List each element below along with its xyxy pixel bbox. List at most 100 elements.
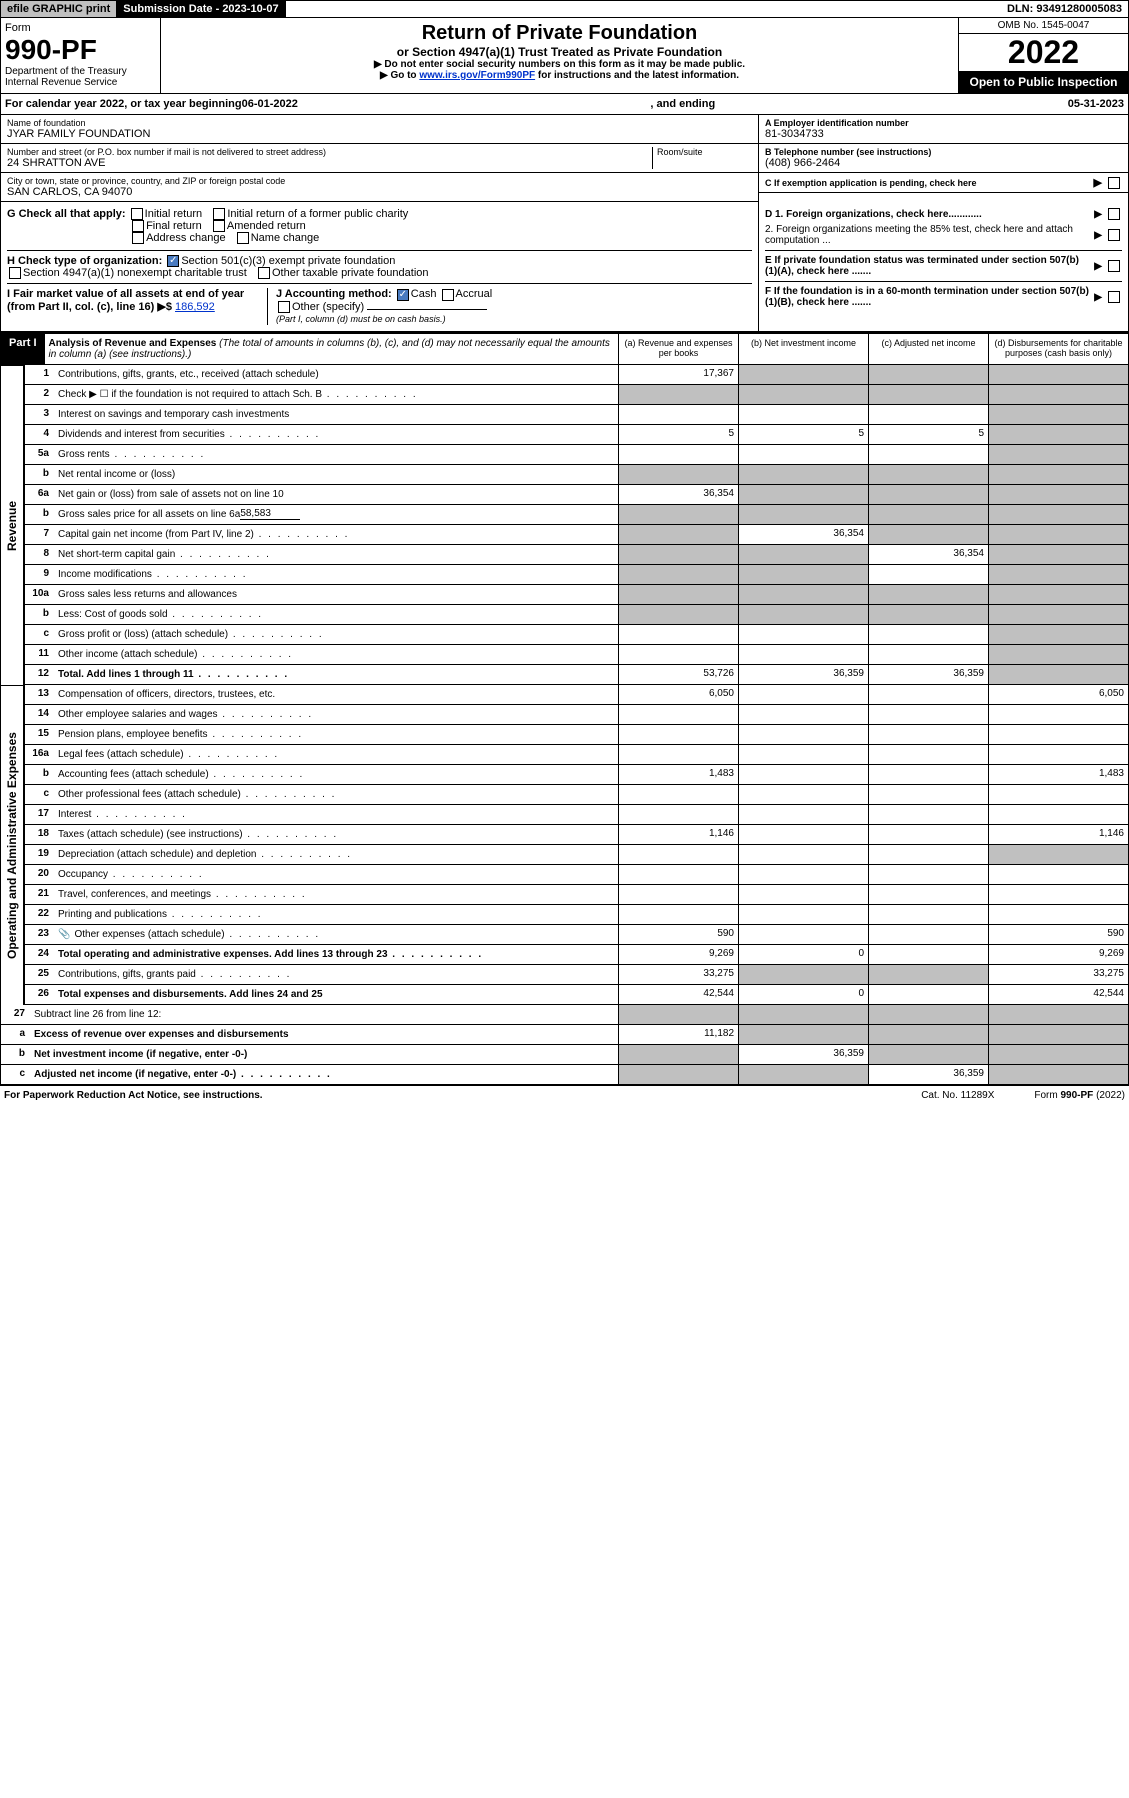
g-name-checkbox[interactable] — [237, 232, 249, 244]
cell-a: 1,146 — [618, 825, 738, 844]
col-d-header: (d) Disbursements for charitable purpose… — [988, 334, 1128, 364]
irs-link[interactable]: www.irs.gov/Form990PF — [419, 70, 535, 81]
line-number: 9 — [25, 565, 55, 584]
line-number: b — [25, 505, 55, 524]
cell-a — [618, 865, 738, 884]
instruction-2: ▶ Go to www.irs.gov/Form990PF for instru… — [165, 70, 954, 81]
d2-checkbox[interactable] — [1108, 229, 1120, 241]
h-other-checkbox[interactable] — [258, 267, 270, 279]
cell-c — [868, 905, 988, 924]
cell-c — [868, 845, 988, 864]
j-accrual-checkbox[interactable] — [442, 289, 454, 301]
g-final-checkbox[interactable] — [132, 220, 144, 232]
line-number: b — [25, 765, 55, 784]
j-cash-checkbox[interactable] — [397, 289, 409, 301]
line-number: 20 — [25, 865, 55, 884]
cell-b — [738, 685, 868, 704]
cell-a: 33,275 — [618, 965, 738, 984]
tax-year: 2022 — [959, 34, 1128, 71]
name-label: Name of foundation — [7, 118, 752, 128]
cell-c — [868, 645, 988, 664]
pra-notice: For Paperwork Reduction Act Notice, see … — [4, 1090, 921, 1101]
c-checkbox[interactable] — [1108, 177, 1120, 189]
cell-c — [868, 445, 988, 464]
efile-print-button[interactable]: efile GRAPHIC print — [1, 1, 117, 17]
cell-b — [738, 925, 868, 944]
cell-d — [988, 805, 1128, 824]
g-initial-former-checkbox[interactable] — [213, 208, 225, 220]
cell-c — [868, 745, 988, 764]
table-row: a Excess of revenue over expenses and di… — [0, 1025, 1129, 1045]
cell-c — [868, 685, 988, 704]
line-description: Taxes (attach schedule) (see instruction… — [55, 825, 618, 844]
table-row: 8 Net short-term capital gain 36,354 — [24, 545, 1129, 565]
cell-c — [868, 505, 988, 524]
cell-b: 36,354 — [738, 525, 868, 544]
cell-b — [738, 865, 868, 884]
attachment-icon[interactable]: 📎 — [58, 929, 70, 940]
line-description: Contributions, gifts, grants, etc., rece… — [55, 365, 618, 384]
table-row: 7 Capital gain net income (from Part IV,… — [24, 525, 1129, 545]
line-description: Gross sales price for all assets on line… — [55, 505, 618, 524]
h-501c3-checkbox[interactable] — [167, 255, 179, 267]
line-number: 5a — [25, 445, 55, 464]
g-address-checkbox[interactable] — [132, 232, 144, 244]
line-number: 18 — [25, 825, 55, 844]
g-label: G Check all that apply: — [7, 208, 126, 220]
cell-d — [988, 645, 1128, 664]
phone-value: (408) 966-2464 — [765, 157, 1122, 169]
cat-number: Cat. No. 11289X — [921, 1090, 994, 1101]
h-4947-checkbox[interactable] — [9, 267, 21, 279]
cell-d — [988, 1065, 1128, 1084]
fmv-value[interactable]: 186,592 — [175, 301, 215, 313]
part1-header-row: Part I Analysis of Revenue and Expenses … — [0, 332, 1129, 365]
g-amended-checkbox[interactable] — [213, 220, 225, 232]
line-description: Printing and publications — [55, 905, 618, 924]
table-row: c Gross profit or (loss) (attach schedul… — [24, 625, 1129, 645]
cell-a — [618, 585, 738, 604]
line-number: 7 — [25, 525, 55, 544]
cell-d — [988, 745, 1128, 764]
cell-d — [988, 905, 1128, 924]
cell-d — [988, 1005, 1128, 1024]
table-row: 16a Legal fees (attach schedule) — [24, 745, 1129, 765]
cell-a — [618, 445, 738, 464]
ein-label: A Employer identification number — [765, 118, 1122, 128]
cell-a — [618, 1005, 738, 1024]
instruction-1: ▶ Do not enter social security numbers o… — [165, 59, 954, 70]
cell-d — [988, 565, 1128, 584]
table-row: 24 Total operating and administrative ex… — [24, 945, 1129, 965]
table-row: b Net investment income (if negative, en… — [0, 1045, 1129, 1065]
cell-c — [868, 725, 988, 744]
part1-title: Analysis of Revenue and Expenses — [49, 338, 217, 349]
f-checkbox[interactable] — [1108, 291, 1120, 303]
expenses-side-label: Operating and Administrative Expenses — [0, 685, 24, 1005]
line-description: Net gain or (loss) from sale of assets n… — [55, 485, 618, 504]
line-description: Excess of revenue over expenses and disb… — [31, 1025, 618, 1044]
cell-a — [618, 465, 738, 484]
line-description: Depreciation (attach schedule) and deple… — [55, 845, 618, 864]
c-label: C If exemption application is pending, c… — [765, 178, 1090, 188]
table-row: b Net rental income or (loss) — [24, 465, 1129, 485]
g-initial-checkbox[interactable] — [131, 208, 143, 220]
cell-d — [988, 705, 1128, 724]
cell-a: 53,726 — [618, 665, 738, 684]
inline-value: 58,583 — [240, 508, 300, 520]
cell-c — [868, 365, 988, 384]
dept-treasury: Department of the Treasury — [5, 66, 156, 77]
cell-a — [618, 525, 738, 544]
table-row: 4 Dividends and interest from securities… — [24, 425, 1129, 445]
j-other-checkbox[interactable] — [278, 301, 290, 313]
e-checkbox[interactable] — [1108, 260, 1120, 272]
d1-checkbox[interactable] — [1108, 208, 1120, 220]
line-number: 17 — [25, 805, 55, 824]
cell-d: 590 — [988, 925, 1128, 944]
cell-d — [988, 385, 1128, 404]
checks-section: G Check all that apply: Initial return I… — [0, 202, 1129, 332]
cell-d: 33,275 — [988, 965, 1128, 984]
line-number: 3 — [25, 405, 55, 424]
f-label: F If the foundation is in a 60-month ter… — [765, 286, 1090, 308]
table-row: b Gross sales price for all assets on li… — [24, 505, 1129, 525]
line-description: Net short-term capital gain — [55, 545, 618, 564]
form-subtitle: or Section 4947(a)(1) Trust Treated as P… — [165, 45, 954, 59]
